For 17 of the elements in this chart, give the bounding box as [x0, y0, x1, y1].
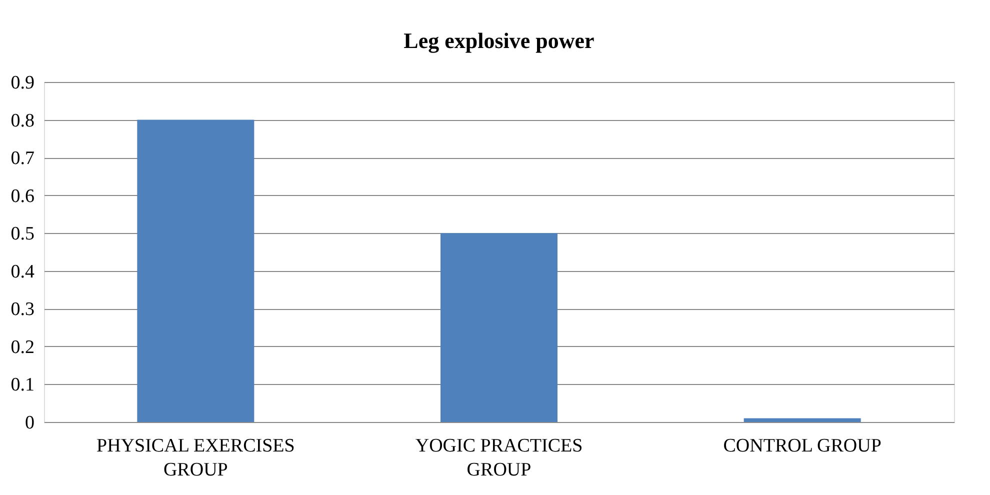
y-tick-label: 0.5 [10, 224, 34, 245]
y-tick-label: 0.3 [10, 299, 34, 320]
y-tick-label: 0.6 [10, 186, 34, 207]
bar [137, 120, 254, 422]
y-tick-label: 0.7 [10, 148, 34, 170]
x-tick-label: YOGIC PRACTICES GROUP [415, 436, 583, 480]
bar [744, 418, 861, 422]
y-tick-label: 0.1 [10, 374, 34, 396]
y-tick-label: 0.8 [10, 110, 34, 132]
y-tick-label: 0.4 [10, 261, 35, 282]
x-tick-label: CONTROL GROUP [723, 436, 882, 456]
y-tick-label: 0.9 [10, 72, 34, 94]
x-tick-label: PHYSICAL EXERCISES GROUP [96, 436, 295, 480]
bar [440, 233, 558, 422]
y-tick-label: 0.2 [10, 336, 34, 358]
y-tick-label: 0 [25, 412, 34, 434]
chart-title: Leg explosive power [404, 28, 595, 53]
